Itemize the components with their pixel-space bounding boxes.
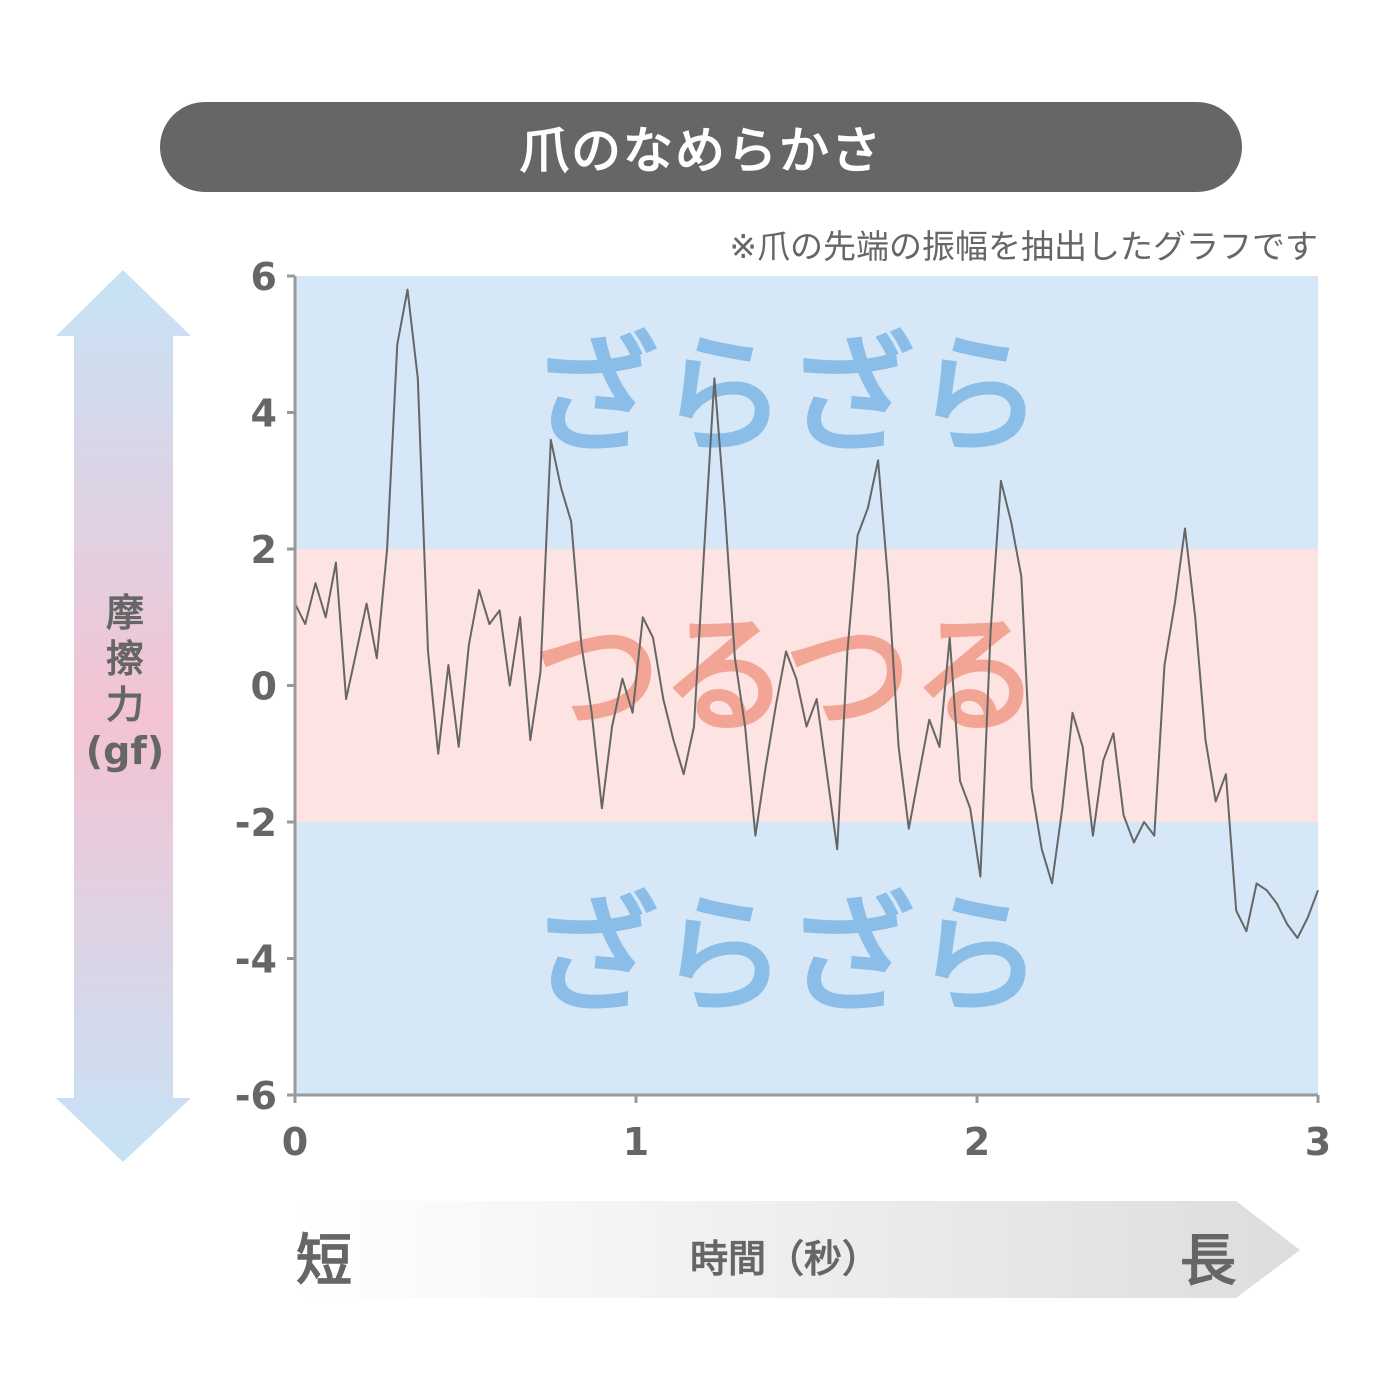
x-tick-label: 1 (623, 1120, 649, 1164)
y-tick-label: 2 (251, 528, 277, 572)
y-axis-label: 摩 擦 力 (gf) (80, 590, 170, 774)
y-tick-label: 6 (251, 255, 277, 299)
x-tick-label: 0 (282, 1120, 308, 1164)
x-axis-arrow (295, 1201, 1300, 1298)
rough-zone-label-bottom: ざらざら (530, 882, 1042, 1031)
y-axis-label-char: 摩 (105, 591, 144, 635)
y-tick-label: -2 (235, 801, 277, 845)
y-axis-label-unit: (gf) (85, 729, 165, 773)
smooth-zone-label: つるつる (533, 602, 1040, 751)
y-axis-label-char: 擦 (105, 637, 144, 681)
x-tick-label: 3 (1305, 1120, 1331, 1164)
x-axis-short-label: 短 (296, 1229, 352, 1294)
x-axis-label: 時間（秒） (690, 1237, 881, 1281)
data-series-line (294, 288, 1319, 939)
rough-zone-bottom (295, 822, 1318, 1095)
title-bar: 爪のなめらかさ (160, 102, 1242, 192)
y-tick-label: -6 (235, 1074, 277, 1118)
chart-title: 爪のなめらかさ (519, 122, 883, 180)
chart-note: ※爪の先端の振幅を抽出したグラフです (729, 227, 1318, 266)
y-tick-label: 0 (251, 665, 277, 709)
x-axis-long-label: 長 (1180, 1229, 1236, 1294)
y-tick-label: -4 (235, 938, 277, 982)
rough-zone-top (295, 276, 1318, 549)
y-tick-label: 4 (251, 392, 277, 436)
x-tick-label: 2 (964, 1120, 990, 1164)
y-axis-label-char: 力 (105, 683, 144, 727)
y-axis-arrow (56, 270, 191, 1162)
rough-zone-label-top: ざらざら (530, 322, 1042, 471)
